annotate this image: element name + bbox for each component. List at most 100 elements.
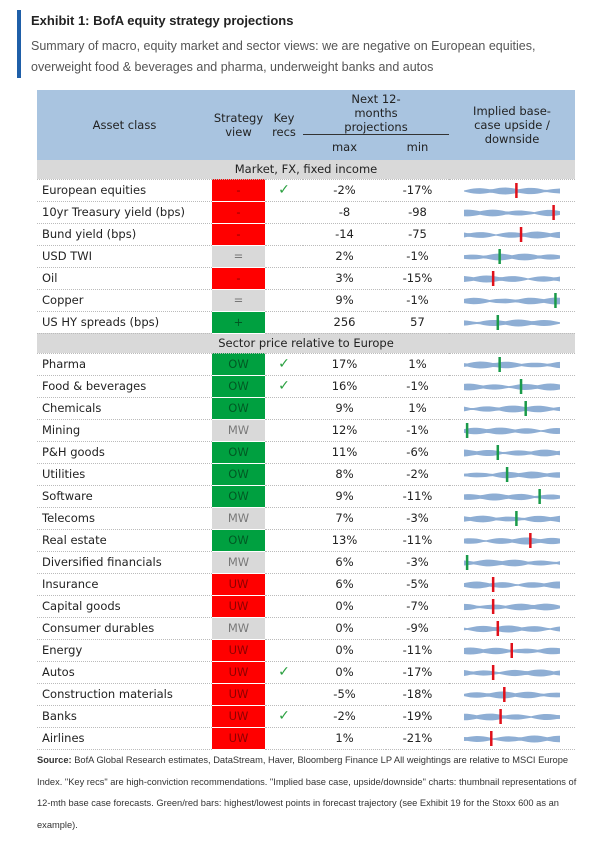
max-projection: 0% — [303, 661, 386, 684]
thumbnail — [464, 205, 560, 220]
strategy-view: = — [212, 289, 265, 312]
thumbnail-marker — [465, 555, 469, 570]
thumbnail-cell — [449, 245, 575, 268]
asset-class: US HY spreads (bps) — [37, 311, 212, 334]
thumbnail-cell — [449, 595, 575, 618]
thumbnail — [464, 731, 560, 746]
thumbnail-shape — [464, 427, 560, 435]
key-rec — [265, 683, 303, 706]
thumbnail-marker — [491, 271, 495, 286]
asset-class: Telecoms — [37, 507, 212, 530]
strategy-view: OW — [212, 441, 265, 464]
table-row: Telecoms MW 7% -3% — [37, 507, 575, 530]
min-projection: -1% — [386, 419, 449, 442]
table-row: Bund yield (bps) - -14 -75 — [37, 223, 575, 246]
col-header: Next 12-months projections — [303, 90, 449, 135]
table-row: Construction materials UW -5% -18% — [37, 683, 575, 706]
thumbnail-cell — [449, 419, 575, 442]
thumbnail-shape — [464, 537, 560, 545]
strategy-view: - — [212, 179, 265, 202]
strategy-view: OW — [212, 485, 265, 508]
table-row: P&H goods OW 11% -6% — [37, 441, 575, 464]
strategy-view: UW — [212, 705, 265, 728]
table-row: European equities - ✓ -2% -17% — [37, 179, 575, 202]
thumbnail-marker — [496, 445, 500, 460]
thumbnail-cell — [449, 289, 575, 312]
thumbnail-marker — [498, 357, 501, 372]
min-projection: 57 — [386, 311, 449, 334]
thumbnail — [464, 467, 560, 482]
min-projection: -1% — [386, 375, 449, 398]
thumbnail-cell — [449, 727, 575, 750]
asset-class: Utilities — [37, 463, 212, 486]
thumbnail — [464, 621, 560, 636]
thumbnail — [464, 293, 560, 308]
thumbnail — [464, 665, 560, 680]
table-row: Software OW 9% -11% — [37, 485, 575, 508]
thumbnail-cell — [449, 179, 575, 202]
min-projection: -3% — [386, 507, 449, 530]
max-projection: 9% — [303, 397, 386, 420]
thumbnail-cell — [449, 353, 575, 376]
max-projection: 12% — [303, 419, 386, 442]
thumbnail — [464, 599, 560, 614]
min-projection: 1% — [386, 397, 449, 420]
key-rec — [265, 463, 303, 486]
thumbnail-marker — [515, 511, 518, 526]
thumbnail-cell — [449, 201, 575, 224]
accent-bar — [17, 10, 21, 78]
max-projection: 16% — [303, 375, 386, 398]
max-projection: -2% — [303, 705, 386, 728]
max-projection: 6% — [303, 551, 386, 574]
min-projection: -11% — [386, 639, 449, 662]
thumbnail — [464, 577, 560, 592]
table-row: Real estate OW 13% -11% — [37, 529, 575, 552]
table-row: Capital goods UW 0% -7% — [37, 595, 575, 618]
table-row: Oil - 3% -15% — [37, 267, 575, 290]
thumbnail-shape — [464, 625, 560, 633]
thumbnail-shape — [464, 187, 560, 195]
thumbnail-shape — [464, 275, 560, 283]
thumbnail-shape — [464, 691, 560, 699]
thumbnail-shape — [464, 383, 560, 391]
strategy-view: UW — [212, 683, 265, 706]
key-rec — [265, 223, 303, 246]
strategy-view: - — [212, 201, 265, 224]
table-row: USD TWI = 2% -1% — [37, 245, 575, 268]
table-row: Mining MW 12% -1% — [37, 419, 575, 442]
thumbnail-cell — [449, 617, 575, 640]
table-row: Utilities OW 8% -2% — [37, 463, 575, 486]
thumbnail — [464, 227, 560, 242]
key-rec — [265, 639, 303, 662]
thumbnail-cell — [449, 683, 575, 706]
section-row: Market, FX, fixed income — [37, 159, 575, 180]
thumbnail-cell — [449, 375, 575, 398]
min-projection: -1% — [386, 245, 449, 268]
min-projection: -9% — [386, 617, 449, 640]
max-projection: 11% — [303, 441, 386, 464]
table-row: Autos UW ✓ 0% -17% — [37, 661, 575, 684]
strategy-view: OW — [212, 529, 265, 552]
max-projection: -14 — [303, 223, 386, 246]
key-rec: ✓ — [265, 661, 303, 684]
strategy-view: = — [212, 245, 265, 268]
thumbnail-marker — [496, 621, 500, 636]
asset-class: Real estate — [37, 529, 212, 552]
table-row: Consumer durables MW 0% -9% — [37, 617, 575, 640]
thumbnail-shape — [464, 297, 560, 305]
key-rec: ✓ — [265, 375, 303, 398]
thumbnail — [464, 357, 560, 372]
max-projection: 7% — [303, 507, 386, 530]
key-rec — [265, 529, 303, 552]
key-rec — [265, 397, 303, 420]
thumbnail-shape — [464, 253, 560, 261]
min-projection: -1% — [386, 289, 449, 312]
max-projection: 256 — [303, 311, 386, 334]
strategy-view: - — [212, 267, 265, 290]
thumbnail-shape — [464, 319, 560, 327]
thumbnail-shape — [464, 713, 560, 721]
thumbnail-cell — [449, 529, 575, 552]
max-projection: 0% — [303, 639, 386, 662]
asset-class: Bund yield (bps) — [37, 223, 212, 246]
thumbnail-marker — [491, 665, 495, 680]
